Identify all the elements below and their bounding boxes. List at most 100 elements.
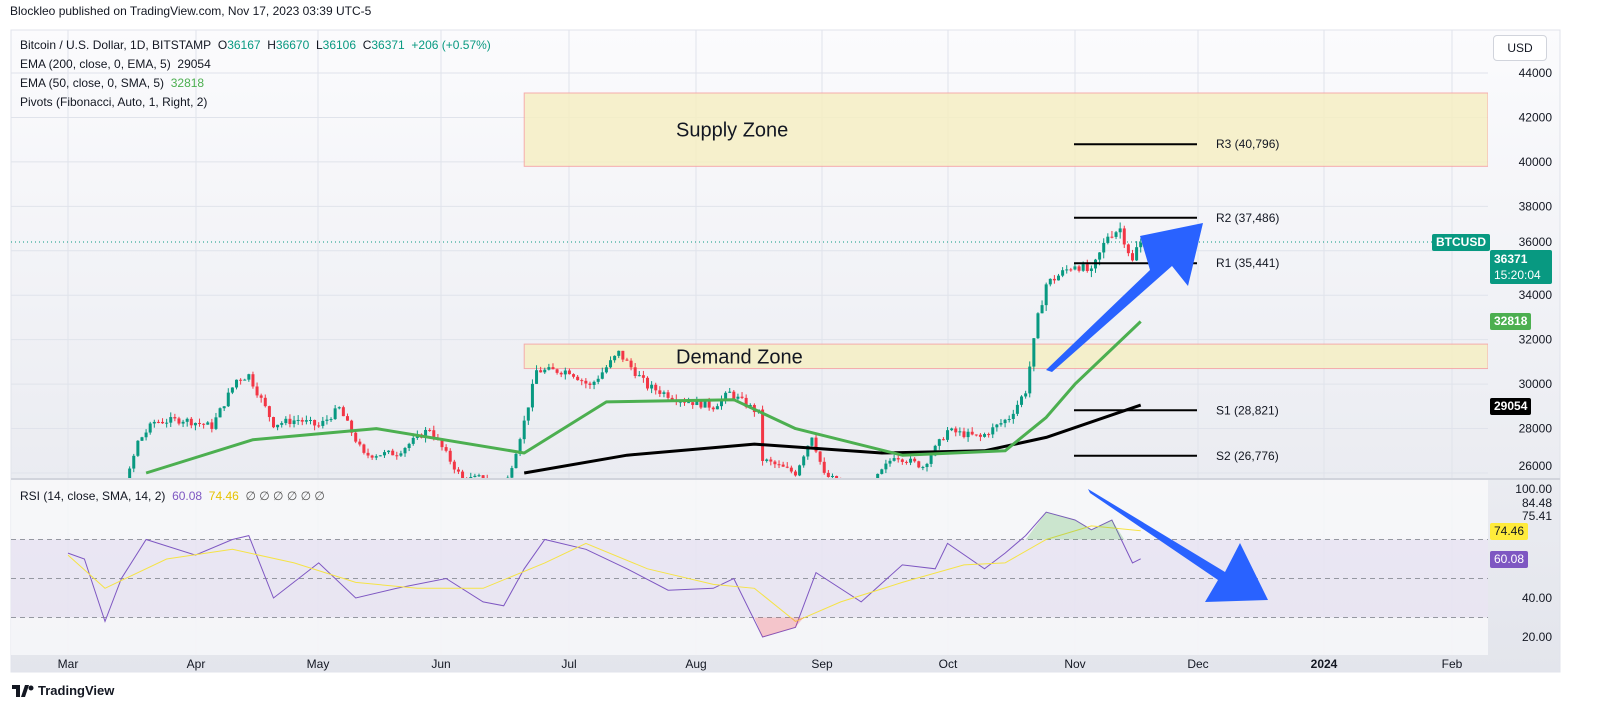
candle-body — [769, 459, 773, 462]
candle-body — [288, 418, 292, 425]
candle-body — [991, 427, 995, 435]
time-tick-label: Oct — [939, 657, 958, 671]
candle-body — [941, 439, 945, 441]
ema200-legend[interactable]: EMA (200, close, 0, EMA, 5) 29054 — [20, 57, 211, 71]
up-arrow-drawing[interactable] — [1046, 223, 1203, 372]
high-label: H — [267, 38, 276, 52]
candle-body — [633, 367, 637, 376]
candle-body — [880, 469, 884, 474]
candle-body — [358, 441, 362, 445]
currency-button[interactable]: USD — [1493, 35, 1547, 61]
candle-body — [1102, 242, 1106, 253]
candle-body — [214, 417, 218, 429]
candle-body — [814, 437, 818, 452]
low-label: L — [315, 38, 323, 52]
drawn-arrows[interactable] — [1046, 223, 1268, 602]
open-value: 36167 — [227, 38, 261, 52]
candle-body — [1069, 269, 1073, 271]
candle-body — [235, 379, 239, 388]
candle-body — [802, 456, 806, 466]
candle-body — [1126, 244, 1130, 254]
candle-body — [892, 458, 896, 461]
open-label: O — [217, 38, 228, 52]
pane-separator[interactable] — [11, 478, 1560, 480]
candle-body — [411, 437, 415, 444]
ema50-legend[interactable]: EMA (50, close, 0, SMA, 5) 32818 — [20, 76, 204, 90]
candle-body — [987, 434, 991, 436]
candle-body — [1118, 228, 1122, 233]
candle-body — [744, 397, 748, 407]
candle-body — [835, 475, 839, 478]
time-tick-label: Jun — [431, 657, 450, 671]
candle-body — [263, 397, 267, 407]
candle-body — [206, 422, 210, 425]
candle-body — [210, 422, 214, 429]
candle-body — [247, 374, 251, 380]
candle-body — [292, 420, 296, 425]
candle-body — [1065, 269, 1069, 271]
candle-body — [572, 374, 576, 377]
candle-body — [806, 445, 810, 457]
down-arrow-drawing[interactable] — [1088, 489, 1268, 602]
candle-body — [387, 450, 391, 453]
candle-body — [1110, 236, 1114, 238]
candle-body — [313, 419, 317, 426]
rsi-legend[interactable]: RSI (14, close, SMA, 14, 2) 60.08 74.46 … — [20, 489, 325, 503]
pivots-label: Pivots (Fibonacci, Auto, 1, Right, 2) — [20, 95, 208, 109]
candle-body — [378, 455, 382, 457]
price-tick-label: 40000 — [1519, 155, 1553, 169]
candle-body — [1073, 266, 1077, 270]
pivots-legend[interactable]: Pivots (Fibonacci, Auto, 1, Right, 2) — [20, 95, 207, 109]
candle-body — [259, 395, 263, 398]
time-tick-label: May — [307, 657, 330, 671]
candle-body — [1061, 270, 1065, 276]
candle-body — [1130, 253, 1134, 261]
candle-body — [596, 378, 600, 382]
time-tick-label: Jul — [561, 657, 576, 671]
candle-body — [1003, 419, 1007, 424]
candle-body — [267, 406, 271, 418]
candle-body — [646, 377, 650, 389]
candle-body — [218, 408, 222, 418]
ema-lines — [145, 320, 1142, 475]
candle-body — [719, 399, 723, 407]
candle-body — [522, 420, 526, 440]
footer-brand[interactable]: TradingView — [12, 683, 114, 698]
rsi-overbought-fill — [1025, 512, 1125, 540]
candle-body — [514, 453, 518, 469]
candle-body — [473, 475, 477, 478]
candle-body — [156, 421, 160, 423]
candle-body — [337, 407, 341, 409]
candle-body — [432, 430, 436, 438]
candle-body — [966, 431, 970, 438]
candle-body — [535, 370, 539, 384]
candle-body — [280, 423, 284, 425]
price-tick-label: 44000 — [1519, 66, 1553, 80]
symbol-legend[interactable]: Bitcoin / U.S. Dollar, 1D, BITSTAMP O361… — [20, 38, 491, 52]
candle-body — [1114, 232, 1118, 237]
candle-body — [424, 429, 428, 438]
candle-body — [255, 386, 259, 396]
low-value: 36106 — [322, 38, 357, 52]
candle-body — [761, 409, 765, 461]
candle-body — [530, 383, 534, 408]
close-label: C — [362, 38, 372, 52]
candle-body — [177, 418, 181, 424]
candle-body — [567, 370, 571, 375]
candle-body — [1098, 252, 1102, 260]
candle-body — [243, 379, 247, 381]
rsi-sma-tag: 74.46 — [1490, 523, 1529, 540]
candle-body — [317, 425, 321, 427]
candle-body — [995, 424, 999, 428]
candle-body — [543, 369, 547, 373]
zone-label: Demand Zone — [676, 346, 803, 368]
rsi-oversold-fill — [754, 617, 804, 637]
rsi-tick-label: 20.00 — [1522, 630, 1552, 644]
candle-body — [703, 400, 707, 408]
candle-body — [563, 370, 567, 375]
candle-body — [354, 432, 358, 442]
candle-body — [724, 392, 728, 400]
candle-body — [395, 455, 399, 457]
candle-body — [937, 439, 941, 446]
